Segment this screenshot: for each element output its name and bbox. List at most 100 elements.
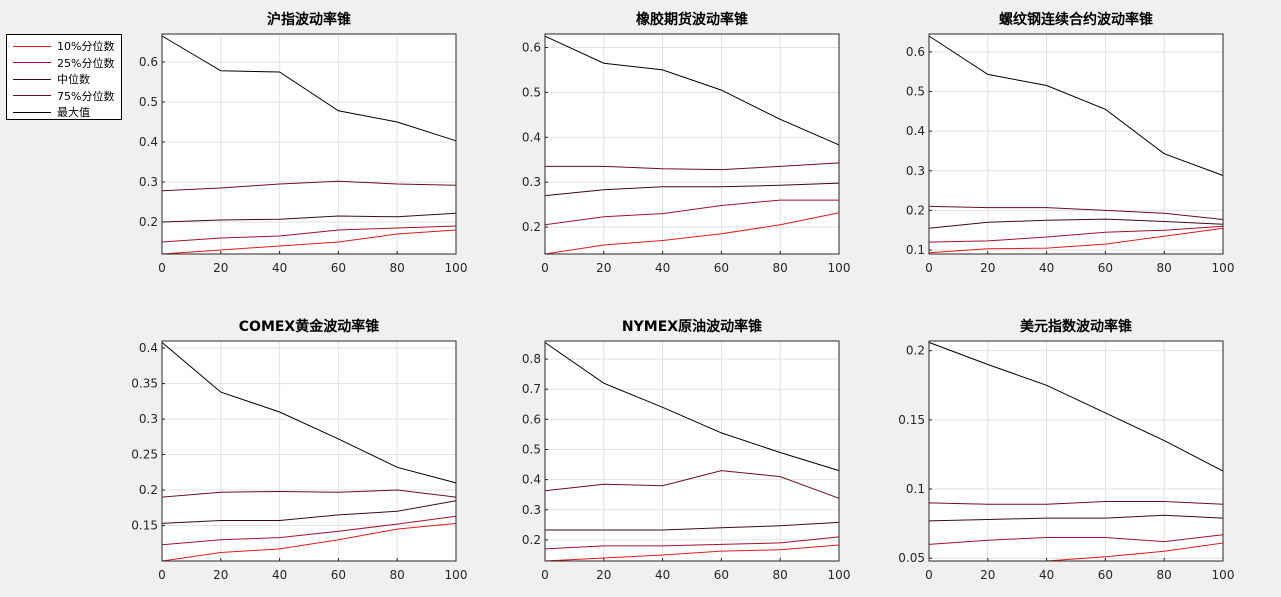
- x-tick-label: 80: [773, 568, 788, 582]
- series-line: [161, 225, 457, 243]
- y-tick-label: 0.4: [522, 473, 541, 487]
- subplot-1: 0 20 40 60 80 100 0.2 0.3 0.4 0.5 0.6 沪指波动率锥: [139, 11, 468, 275]
- chart-title: COMEX黄金波动率锥: [239, 318, 379, 335]
- x-tick-label: 100: [828, 261, 851, 275]
- legend-item: 最大值: [13, 104, 121, 121]
- series-line: [928, 501, 1224, 505]
- legend-swatch: [13, 111, 51, 113]
- y-tick-label: 0.6: [906, 45, 925, 59]
- plot-area: [545, 341, 839, 561]
- y-tick-label: 0.1: [906, 482, 925, 496]
- y-tick-label: 0.2: [906, 203, 925, 217]
- y-tick-label: 0.2: [139, 215, 158, 229]
- x-tick-label: 20: [980, 261, 995, 275]
- series-line: [161, 522, 457, 562]
- legend-swatch: [13, 62, 51, 64]
- series-line: [928, 227, 1224, 254]
- x-tick-label: 100: [445, 568, 468, 582]
- series-line: [544, 342, 840, 472]
- legend-label: 25%分位数: [57, 56, 115, 70]
- y-tick-label: 0.3: [139, 175, 158, 189]
- y-tick-label: 0.4: [139, 341, 158, 355]
- x-tick-label: 100: [1212, 568, 1235, 582]
- series-line: [161, 212, 457, 223]
- x-tick-label: 40: [272, 568, 287, 582]
- legend-swatch: [13, 95, 51, 97]
- x-tick-label: 20: [596, 568, 611, 582]
- series-line: [161, 515, 457, 546]
- series-line: [544, 536, 840, 550]
- x-tick-label: 20: [980, 568, 995, 582]
- subplot-3: 0 20 40 60 80 100 0.1 0.2 0.3 0.4 0.5 0.6 螺纹钢连续合约波动率…: [906, 11, 1235, 275]
- y-tick-label: 0.15: [898, 413, 925, 427]
- y-tick-label: 0.3: [522, 175, 541, 189]
- y-tick-label: 0.6: [139, 55, 158, 69]
- y-tick-label: 0.1: [906, 243, 925, 257]
- y-tick-label: 0.3: [522, 503, 541, 517]
- legend-item: 中位数: [13, 71, 121, 88]
- series-line: [928, 205, 1224, 220]
- series-line: [928, 514, 1224, 522]
- y-tick-label: 0.6: [522, 40, 541, 54]
- series-line: [928, 341, 1224, 472]
- axes-frame: [544, 33, 840, 255]
- legend-item: 75%分位数: [13, 88, 121, 105]
- x-tick-label: 60: [331, 568, 346, 582]
- x-tick-label: 40: [1039, 261, 1054, 275]
- axes-frame: [928, 33, 1224, 255]
- x-tick-label: 60: [1098, 261, 1113, 275]
- chart-title: 橡胶期货波动率锥: [636, 11, 748, 28]
- x-tick-label: 80: [773, 261, 788, 275]
- x-tick-label: 80: [1157, 568, 1172, 582]
- y-tick-label: 0.7: [522, 382, 541, 396]
- chart-title: 美元指数波动率锥: [1020, 318, 1132, 335]
- y-tick-label: 0.2: [139, 483, 158, 497]
- y-tick-label: 0.5: [906, 84, 925, 98]
- series-line: [928, 218, 1224, 229]
- x-tick-label: 100: [828, 568, 851, 582]
- legend-label: 75%分位数: [57, 89, 115, 103]
- y-tick-label: 0.4: [906, 124, 925, 138]
- axes-frame: [928, 340, 1224, 562]
- y-tick-label: 0.2: [906, 344, 925, 358]
- subplot-2: 0 20 40 60 80 100 0.2 0.3 0.4 0.5 0.6 橡胶期货波动率锥: [522, 11, 851, 275]
- y-tick-label: 0.4: [522, 130, 541, 144]
- series-line: [544, 212, 840, 255]
- x-tick-label: 60: [714, 568, 729, 582]
- chart-title: 沪指波动率锥: [267, 11, 351, 28]
- y-tick-label: 0.5: [139, 95, 158, 109]
- axes-frame: [544, 340, 840, 562]
- x-tick-label: 0: [158, 568, 166, 582]
- legend-label: 10%分位数: [57, 40, 115, 54]
- y-tick-label: 0.15: [131, 519, 158, 533]
- series-line: [544, 544, 840, 562]
- legend-label: 中位数: [57, 73, 90, 87]
- series-line: [544, 182, 840, 197]
- series-line: [928, 225, 1224, 243]
- y-tick-label: 0.6: [522, 412, 541, 426]
- subplot-6: 0 20 40 60 80 100 0.05 0.1 0.15 0.2 美元指数波动率锥: [898, 318, 1234, 582]
- plot-area: [929, 341, 1223, 561]
- legend-item: 10%分位数: [13, 38, 121, 55]
- series-line: [161, 500, 457, 524]
- x-tick-label: 100: [1212, 261, 1235, 275]
- x-tick-label: 0: [541, 261, 549, 275]
- legend-item: 25%分位数: [13, 55, 121, 72]
- y-tick-label: 0.2: [522, 533, 541, 547]
- y-tick-label: 0.3: [139, 412, 158, 426]
- y-tick-label: 0.3: [906, 164, 925, 178]
- x-tick-label: 40: [1039, 568, 1054, 582]
- x-tick-label: 80: [1157, 261, 1172, 275]
- axes-frame: [161, 340, 457, 562]
- y-tick-label: 0.2: [522, 220, 541, 234]
- x-tick-label: 100: [445, 261, 468, 275]
- axes-frame: [161, 33, 457, 255]
- series-line: [544, 199, 839, 226]
- subplot-5: 0 20 40 60 80 100 0.2 0.3 0.4 0.5 0.6 0.7 0.8 NYMEX原油…: [522, 318, 851, 582]
- x-tick-label: 20: [213, 261, 228, 275]
- x-tick-label: 0: [925, 568, 933, 582]
- x-tick-label: 60: [714, 261, 729, 275]
- series-line: [928, 534, 1224, 545]
- x-tick-label: 20: [213, 568, 228, 582]
- chart-title: NYMEX原油波动率锥: [622, 318, 762, 335]
